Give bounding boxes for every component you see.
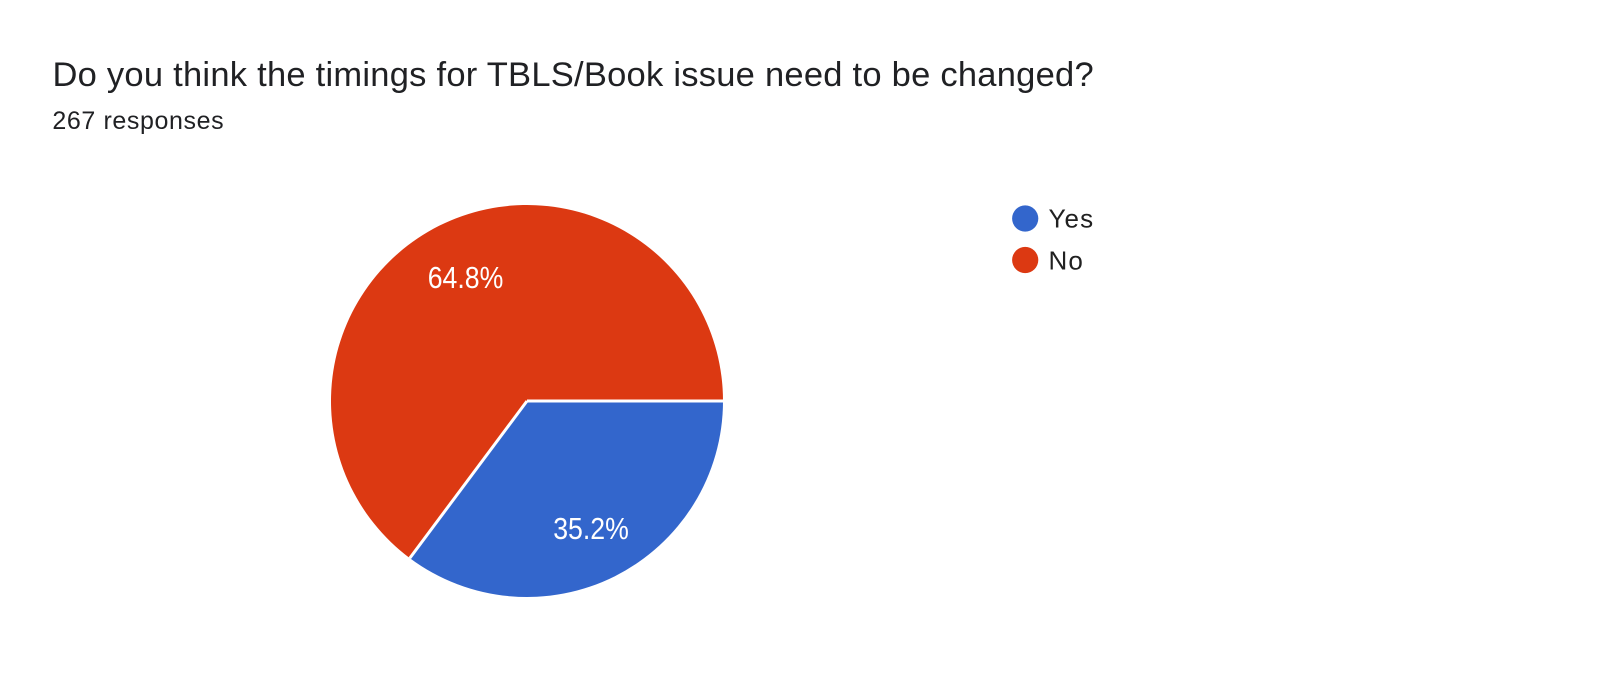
svg-text:No: No [1049,245,1084,275]
svg-text:64.8%: 64.8% [428,261,504,295]
svg-text:Yes: Yes [1049,204,1095,234]
svg-text:35.2%: 35.2% [553,512,629,546]
